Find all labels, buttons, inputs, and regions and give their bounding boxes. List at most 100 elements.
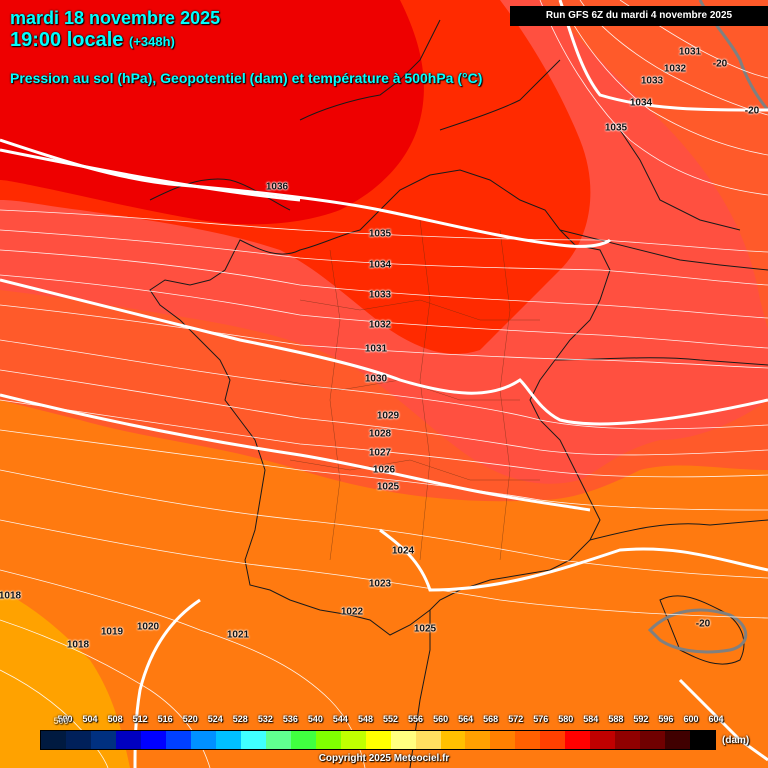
- band-564: [0, 590, 130, 768]
- isobar-label: 1030: [364, 373, 388, 385]
- isobar-label: 1029: [376, 410, 400, 422]
- parameter-description: Pression au sol (hPa), Geopotentiel (dam…: [10, 70, 483, 86]
- isobar-label: 1032: [663, 63, 687, 75]
- color-swatch: [90, 731, 116, 749]
- legend-labels: 500 504 508 512 516 520 524 528 532 536 540 544 548 5…: [40, 714, 724, 726]
- color-swatch: [140, 731, 166, 749]
- legend-tick-label-start: 500: [53, 716, 69, 726]
- legend-tick-label: 584: [583, 714, 599, 724]
- legend-tick-label: 588: [608, 714, 624, 724]
- legend-tick-label: 556: [408, 714, 424, 724]
- isobar-label: 1035: [368, 228, 392, 240]
- band-584: [0, 0, 424, 225]
- isobar-label: 1032: [368, 319, 392, 331]
- color-swatch: [440, 731, 466, 749]
- color-swatch: [41, 731, 66, 749]
- legend-tick-label: 520: [182, 714, 198, 724]
- isobar-label: 1035: [604, 122, 628, 134]
- legend-tick-label: 536: [282, 714, 298, 724]
- color-swatch: [365, 731, 391, 749]
- isobar-label: 1034: [368, 259, 392, 271]
- color-swatch: [265, 731, 291, 749]
- isobar-label: 1031: [364, 343, 388, 355]
- color-swatch: [665, 731, 691, 749]
- legend-tick-label: 580: [558, 714, 574, 724]
- run-info-banner: Run GFS 6Z du mardi 4 novembre 2025: [510, 6, 768, 26]
- legend-tick-label: 512: [132, 714, 148, 724]
- title-block: mardi 18 novembre 2025 19:00 locale (+34…: [10, 8, 220, 52]
- isobar-label: 1036: [265, 181, 289, 193]
- isobar-label: 1022: [340, 606, 364, 618]
- temperature-label: -20: [695, 618, 711, 630]
- lead-time: (+348h): [128, 34, 175, 49]
- color-swatch: [240, 731, 266, 749]
- color-swatch: [615, 731, 641, 749]
- color-swatch: [490, 731, 516, 749]
- temperature-label: -20: [712, 58, 728, 70]
- isobar-label: 1025: [413, 623, 437, 635]
- color-swatch: [65, 731, 91, 749]
- legend-tick-label: 508: [107, 714, 123, 724]
- legend-unit: (dam): [722, 735, 750, 746]
- color-swatch: [415, 731, 441, 749]
- legend-tick-label: 540: [307, 714, 323, 724]
- isobar-label: 1028: [368, 428, 392, 440]
- isobar-label: 1018: [0, 590, 22, 602]
- color-swatch: [515, 731, 541, 749]
- isobar-label: 1020: [136, 621, 160, 633]
- legend-tick-label: 504: [82, 714, 98, 724]
- legend-tick-label: 544: [332, 714, 348, 724]
- legend-tick-label: 604: [708, 714, 724, 724]
- isobar-label: 1031: [678, 46, 702, 58]
- legend-tick-label: 600: [683, 714, 699, 724]
- legend-tick-label: 592: [633, 714, 649, 724]
- copyright: Copyright 2025 Meteociel.fr: [318, 753, 450, 764]
- isobar-label: 1034: [629, 97, 653, 109]
- legend-tick-label: 596: [658, 714, 674, 724]
- isobar-label: 1026: [372, 464, 396, 476]
- color-swatch: [390, 731, 416, 749]
- color-swatch: [340, 731, 366, 749]
- legend-tick-label: 524: [207, 714, 223, 724]
- color-swatch: [640, 731, 666, 749]
- color-swatch: [590, 731, 616, 749]
- isobar-label: 1033: [640, 75, 664, 87]
- color-swatch: [215, 731, 241, 749]
- time-label: 19:00 locale: [10, 29, 124, 51]
- isobar-label: 1021: [226, 629, 250, 641]
- color-swatch: [465, 731, 491, 749]
- isobar-label: 1033: [368, 289, 392, 301]
- isobar-label: 1024: [391, 545, 415, 557]
- legend-tick-label: 500: [57, 714, 73, 724]
- legend-tick-label: 528: [232, 714, 248, 724]
- legend-tick-label: 548: [357, 714, 373, 724]
- temperature-label: -20: [744, 105, 760, 117]
- isobar-label: 1023: [368, 578, 392, 590]
- legend-tick-label: 572: [508, 714, 524, 724]
- isobar-label: 1018: [66, 639, 90, 651]
- color-swatch: [290, 731, 316, 749]
- isobar-label: 1019: [100, 626, 124, 638]
- legend-tick-label: 576: [533, 714, 549, 724]
- date-line: mardi 18 novembre 2025: [10, 8, 221, 28]
- legend-tick-label: 532: [257, 714, 273, 724]
- legend-tick-label: 552: [383, 714, 399, 724]
- color-swatch: [190, 731, 216, 749]
- isobar-label: 1025: [376, 481, 400, 493]
- legend-tick-label: 568: [483, 714, 499, 724]
- legend-tick-label: 516: [157, 714, 173, 724]
- color-swatch: [540, 731, 566, 749]
- color-swatch: [690, 731, 716, 749]
- legend-tick-label: 564: [458, 714, 474, 724]
- color-swatch: [565, 731, 591, 749]
- color-swatch: [115, 731, 141, 749]
- color-scale: [40, 730, 716, 750]
- color-swatch: [165, 731, 191, 749]
- time-line: 19:00 locale (+348h): [10, 29, 220, 52]
- legend-tick-label: 560: [433, 714, 449, 724]
- color-swatch: [315, 731, 341, 749]
